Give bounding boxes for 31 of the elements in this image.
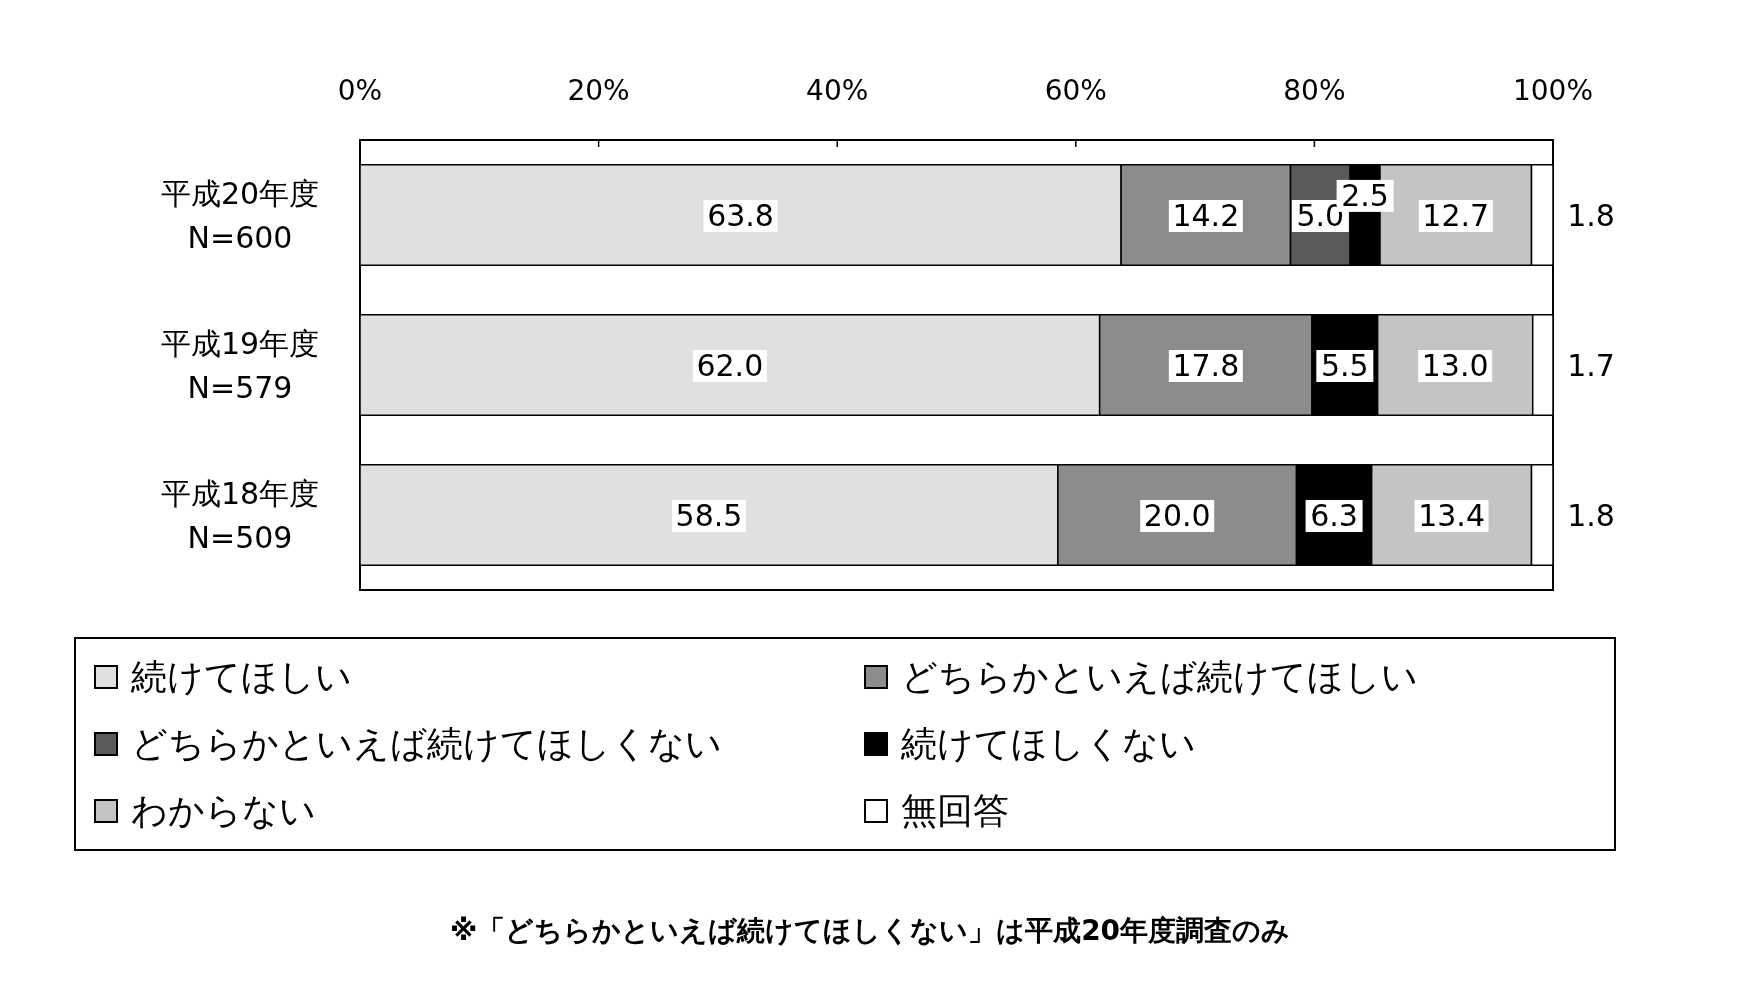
x-tick-label: 80% [1283, 74, 1346, 107]
data-label: 12.7 [1422, 198, 1490, 233]
data-label: 17.8 [1172, 348, 1240, 383]
data-label: 63.8 [707, 198, 774, 233]
data-label: 1.8 [1567, 198, 1615, 233]
x-tick-label: 20% [567, 74, 630, 107]
legend-label: わからない [131, 790, 316, 831]
data-label: 6.3 [1310, 498, 1358, 533]
legend-label: どちらかといえば続けてほしい [901, 656, 1418, 697]
data-label: 1.7 [1567, 348, 1615, 383]
data-label: 5.5 [1320, 348, 1369, 383]
x-tick-label: 100% [1512, 74, 1594, 107]
data-label: 1.8 [1567, 498, 1615, 533]
x-tick-label: 40% [806, 74, 869, 107]
data-label: 62.0 [696, 348, 764, 383]
data-label: 13.0 [1421, 348, 1489, 383]
data-label: 58.5 [675, 498, 743, 533]
text: ※「どちらかといえば続けてほしくない」は平成20年度調査のみ [449, 914, 1291, 947]
legend-label: どちらかといえば続けてほしくない [131, 723, 722, 764]
legend-label: 無回答 [901, 790, 1009, 831]
y-tick-label: 平成20年度 N=600 [160, 176, 320, 255]
legend-label: 続けてほしくない [900, 723, 1196, 764]
x-tick-label: 60% [1044, 74, 1107, 107]
data-label: 20.0 [1143, 498, 1211, 533]
y-tick-label: 平成18年度 N=509 [160, 476, 320, 555]
legend-label: 続けてほしい [130, 656, 352, 697]
data-label: 14.2 [1172, 198, 1240, 233]
x-tick-label: 0% [337, 74, 383, 107]
data-label: 13.4 [1418, 498, 1485, 533]
y-tick-label: 平成19年度 N=579 [160, 326, 320, 405]
data-label: 2.5 [1341, 177, 1389, 213]
